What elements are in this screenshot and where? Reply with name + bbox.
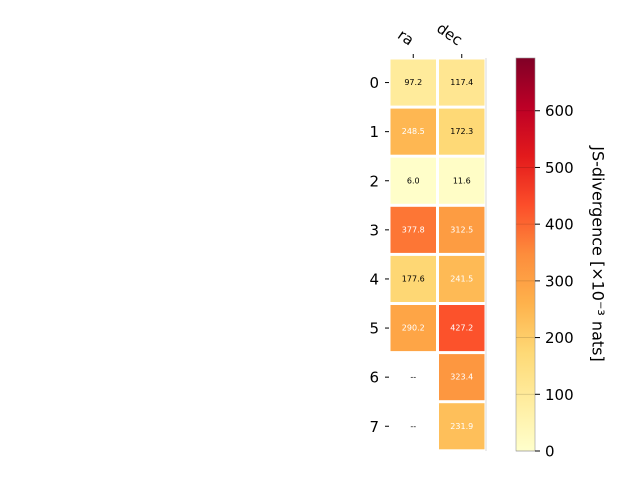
heatmap-cell-value: 377.8 <box>402 225 425 234</box>
heatmap-cell <box>390 305 436 352</box>
colorbar-gradient <box>515 57 536 452</box>
heatmap-cell <box>390 108 436 155</box>
heatmap-cell <box>439 108 485 155</box>
row-label: 3 <box>369 221 379 239</box>
row-labels: 0 1 2 3 4 5 6 7 <box>369 74 389 436</box>
row-label: 1 <box>369 123 379 141</box>
heatmap-cell-value: 117.4 <box>450 78 473 87</box>
row-label: 7 <box>369 418 379 436</box>
heatmap-cell <box>390 157 436 204</box>
heatmap-cell-value: 248.5 <box>402 127 425 136</box>
heatmap-missing-label: -- <box>410 422 416 431</box>
colorbar-tick-label: 200 <box>545 329 574 347</box>
colorbar-tick-label: 0 <box>545 443 555 461</box>
colorbar-tick-label: 300 <box>545 272 574 290</box>
heatmap-cell <box>439 59 485 106</box>
heatmap-cell <box>439 354 485 401</box>
heatmap-cell-value: 11.6 <box>453 176 471 185</box>
colorbar-tick-label: 100 <box>545 386 574 404</box>
heatmap-cell <box>439 305 485 352</box>
heatmap-cell-value: 172.3 <box>450 127 473 136</box>
heatmap-cells: 97.2 117.4 248.5 172.3 6.0 11.6 377.8 312.5 177.… <box>390 59 485 450</box>
heatmap-cell <box>439 206 485 253</box>
heatmap-cell-value: 323.4 <box>450 373 473 382</box>
column-label: ra <box>394 26 417 50</box>
heatmap-cell-value: 241.5 <box>450 274 473 283</box>
heatmap-missing-label: -- <box>410 373 416 382</box>
heatmap-cell <box>439 255 485 302</box>
heatmap-cell <box>390 59 436 106</box>
column-label: dec <box>433 19 465 49</box>
heatmap-cell-value: 97.2 <box>404 78 422 87</box>
heatmap-cell <box>390 255 436 302</box>
colorbar-label: JS-divergence [×10⁻³ nats] <box>589 145 608 361</box>
heatmap-cell <box>439 403 485 450</box>
row-label: 0 <box>369 74 379 92</box>
heatmap-cell-value: 177.6 <box>402 274 425 283</box>
heatmap-cell-value: 6.0 <box>407 176 420 185</box>
heatmap-cell <box>390 206 436 253</box>
colorbar-ticks: 0 100 200 300 400 500 600 <box>516 102 574 461</box>
heatmap-cell-value: 312.5 <box>450 225 473 234</box>
heatmap-cell <box>439 157 485 204</box>
colorbar-tick-label: 500 <box>545 159 574 177</box>
row-label: 5 <box>369 320 379 338</box>
colorbar: 0 100 200 300 400 500 600 JS-divergence [×10⁻³… <box>515 57 608 461</box>
colorbar-tick-label: 600 <box>545 102 574 120</box>
row-label: 2 <box>369 172 379 190</box>
row-label: 4 <box>369 270 379 288</box>
row-label: 6 <box>369 369 379 387</box>
colorbar-tick-label: 400 <box>545 216 574 234</box>
column-labels: ra dec <box>394 19 466 58</box>
heatmap-cell-value: 231.9 <box>450 422 473 431</box>
heatmap-cell-value: 427.2 <box>450 324 473 333</box>
heatmap-cell-value: 290.2 <box>402 324 425 333</box>
